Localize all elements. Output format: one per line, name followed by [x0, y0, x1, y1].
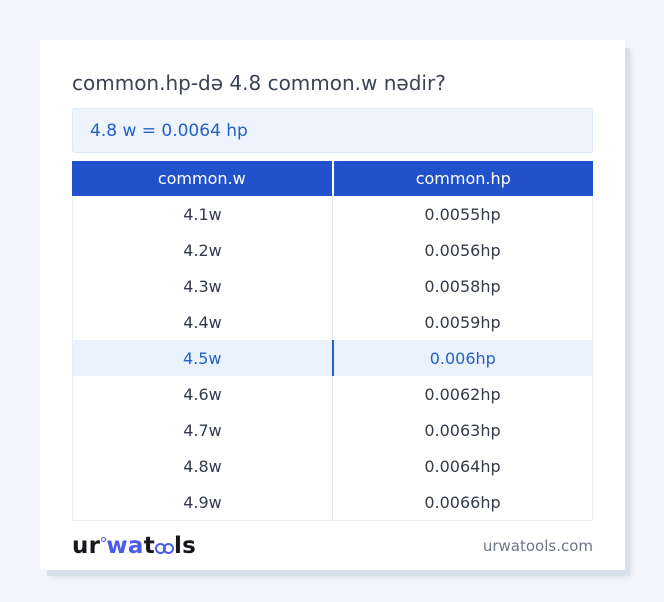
table-header-w: common.w	[72, 161, 332, 196]
cell-w: 4.6w	[73, 376, 333, 412]
logo-text-wa: wa	[106, 533, 144, 559]
conversion-answer-text: 4.8 w = 0.0064 hp	[90, 120, 248, 141]
logo-text-ur: ur	[72, 533, 101, 559]
conversion-answer-box: 4.8 w = 0.0064 hp	[72, 108, 593, 153]
table-row[interactable]: 4.9w 0.0066hp	[73, 484, 592, 520]
logo-ring-icon	[100, 537, 106, 542]
logo-text-ls: ls	[174, 533, 197, 559]
cell-hp: 0.0055hp	[424, 204, 501, 224]
cell-hp: 0.0064hp	[424, 456, 501, 476]
cell-w: 4.4w	[73, 304, 333, 340]
cell-w: 4.3w	[73, 268, 333, 304]
conversion-table: common.w common.hp 4.1w 0.0055hp 4.2w 0.…	[72, 161, 593, 521]
cell-w: 4.8w	[73, 448, 333, 484]
cell-w: 4.1w	[73, 196, 333, 232]
cell-hp: 0.006hp	[429, 348, 496, 368]
table-row[interactable]: 4.8w 0.0064hp	[73, 448, 592, 484]
table-row[interactable]: 4.4w 0.0059hp	[73, 304, 592, 340]
table-row[interactable]: 4.7w 0.0063hp	[73, 412, 592, 448]
table-row[interactable]: 4.1w 0.0055hp	[73, 196, 592, 232]
table-row-highlighted[interactable]: 4.5w 0.006hp	[73, 340, 592, 376]
card-footer: ur wa t ls urwatools.com	[72, 521, 593, 571]
cell-hp: 0.0062hp	[424, 384, 501, 404]
logo-text-t: t	[143, 533, 155, 559]
cell-hp: 0.0066hp	[424, 492, 501, 512]
table-row[interactable]: 4.3w 0.0058hp	[73, 268, 592, 304]
table-row[interactable]: 4.6w 0.0062hp	[73, 376, 592, 412]
converter-card: common.hp-də 4.8 common.w nədir? 4.8 w =…	[40, 40, 625, 570]
cell-hp: 0.0059hp	[424, 312, 501, 332]
cell-w: 4.7w	[73, 412, 333, 448]
table-header: common.w common.hp	[72, 161, 593, 196]
logo-oo-glasses-icon	[155, 543, 174, 554]
cell-w: 4.2w	[73, 232, 333, 268]
cell-hp: 0.0058hp	[424, 276, 501, 296]
table-header-hp: common.hp	[333, 161, 593, 196]
urwatools-logo[interactable]: ur wa t ls	[72, 533, 196, 559]
site-domain-text: urwatools.com	[482, 537, 593, 555]
cell-w: 4.9w	[73, 484, 333, 520]
table-row[interactable]: 4.2w 0.0056hp	[73, 232, 592, 268]
table-body: 4.1w 0.0055hp 4.2w 0.0056hp 4.3w 0.0058h…	[72, 196, 593, 521]
cell-hp: 0.0056hp	[424, 240, 501, 260]
page-title: common.hp-də 4.8 common.w nədir?	[72, 71, 446, 95]
cell-w: 4.5w	[73, 340, 334, 376]
cell-hp: 0.0063hp	[424, 420, 501, 440]
